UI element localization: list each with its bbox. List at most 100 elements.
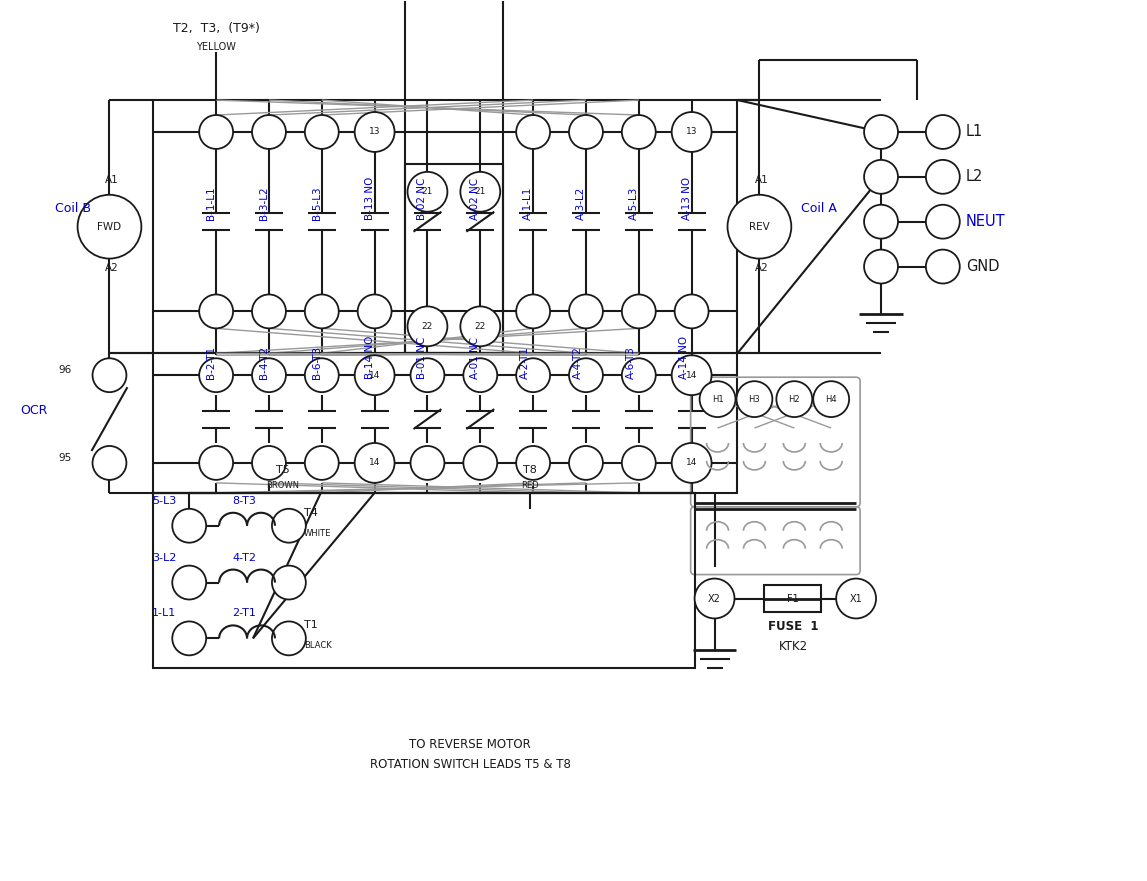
Circle shape bbox=[172, 509, 206, 543]
Circle shape bbox=[777, 381, 812, 417]
Circle shape bbox=[672, 443, 711, 483]
Text: A-2-T1: A-2-T1 bbox=[520, 346, 530, 379]
Circle shape bbox=[305, 294, 338, 329]
Circle shape bbox=[516, 294, 551, 329]
Circle shape bbox=[569, 446, 603, 480]
Circle shape bbox=[926, 204, 960, 239]
Text: Coil A: Coil A bbox=[802, 202, 837, 215]
Circle shape bbox=[864, 249, 898, 284]
Text: A2: A2 bbox=[104, 263, 118, 272]
Circle shape bbox=[200, 294, 233, 329]
Text: YELLOW: YELLOW bbox=[196, 42, 236, 52]
Text: B-4-T2: B-4-T2 bbox=[259, 346, 268, 379]
Circle shape bbox=[200, 446, 233, 480]
Text: 13: 13 bbox=[686, 128, 697, 137]
Text: 21: 21 bbox=[422, 188, 434, 196]
Circle shape bbox=[926, 249, 960, 284]
Text: B-6-T3: B-6-T3 bbox=[312, 346, 322, 379]
Circle shape bbox=[200, 115, 233, 149]
Circle shape bbox=[460, 172, 500, 211]
Text: B-02 NC: B-02 NC bbox=[418, 177, 428, 219]
Circle shape bbox=[864, 159, 898, 194]
Text: B-13 NO: B-13 NO bbox=[365, 176, 375, 219]
Circle shape bbox=[736, 381, 772, 417]
Text: 95: 95 bbox=[58, 453, 71, 463]
Text: L2: L2 bbox=[966, 169, 983, 184]
Circle shape bbox=[622, 359, 656, 392]
Circle shape bbox=[695, 579, 734, 618]
Text: 2-T1: 2-T1 bbox=[232, 609, 256, 618]
Bar bbox=[405, 164, 504, 353]
Text: T2,  T3,  (T9*): T2, T3, (T9*) bbox=[173, 22, 259, 35]
Text: L1: L1 bbox=[966, 124, 983, 139]
Text: H2: H2 bbox=[788, 395, 801, 403]
Bar bbox=[154, 100, 738, 353]
Text: 14: 14 bbox=[369, 458, 381, 468]
Circle shape bbox=[674, 294, 709, 329]
Text: GND: GND bbox=[966, 259, 999, 274]
Circle shape bbox=[252, 294, 286, 329]
Text: B-2-T1: B-2-T1 bbox=[206, 346, 216, 379]
Bar bbox=[154, 492, 695, 669]
Circle shape bbox=[252, 359, 286, 392]
Text: A-5-L3: A-5-L3 bbox=[629, 186, 639, 219]
Circle shape bbox=[252, 446, 286, 480]
Circle shape bbox=[460, 307, 500, 346]
Circle shape bbox=[354, 443, 395, 483]
Circle shape bbox=[622, 446, 656, 480]
Circle shape bbox=[78, 195, 141, 259]
Circle shape bbox=[272, 566, 306, 599]
Circle shape bbox=[700, 381, 735, 417]
Text: Coil B: Coil B bbox=[55, 202, 91, 215]
Circle shape bbox=[516, 115, 551, 149]
Text: REV: REV bbox=[749, 222, 770, 232]
Circle shape bbox=[672, 112, 711, 152]
Circle shape bbox=[813, 381, 849, 417]
Circle shape bbox=[172, 621, 206, 655]
Text: BLACK: BLACK bbox=[304, 641, 331, 650]
Text: A-13 NO: A-13 NO bbox=[681, 176, 692, 219]
Text: RED: RED bbox=[522, 481, 539, 490]
Circle shape bbox=[727, 195, 791, 259]
Bar bbox=[405, 0, 504, 353]
Text: 14: 14 bbox=[686, 458, 697, 468]
Circle shape bbox=[354, 355, 395, 396]
Text: 4-T2: 4-T2 bbox=[232, 552, 256, 563]
Text: A1: A1 bbox=[755, 174, 768, 185]
Text: A-01 NC: A-01 NC bbox=[470, 337, 481, 379]
Circle shape bbox=[411, 446, 444, 480]
Circle shape bbox=[516, 446, 551, 480]
Text: A-6-T3: A-6-T3 bbox=[626, 346, 635, 379]
Text: WHITE: WHITE bbox=[304, 529, 331, 537]
FancyBboxPatch shape bbox=[764, 585, 821, 612]
Circle shape bbox=[411, 359, 444, 392]
Text: 14: 14 bbox=[369, 371, 381, 380]
Circle shape bbox=[252, 115, 286, 149]
Text: FUSE  1: FUSE 1 bbox=[768, 620, 819, 633]
Circle shape bbox=[305, 115, 338, 149]
Text: H1: H1 bbox=[712, 395, 724, 403]
Circle shape bbox=[569, 359, 603, 392]
Text: 13: 13 bbox=[369, 128, 381, 137]
Text: BROWN: BROWN bbox=[266, 481, 299, 490]
Text: B-1-L1: B-1-L1 bbox=[206, 186, 216, 219]
Text: H3: H3 bbox=[749, 395, 760, 403]
Circle shape bbox=[172, 566, 206, 599]
Text: A1: A1 bbox=[104, 174, 118, 185]
Circle shape bbox=[569, 115, 603, 149]
Text: OCR: OCR bbox=[21, 404, 48, 417]
Text: 1-L1: 1-L1 bbox=[153, 609, 177, 618]
Circle shape bbox=[305, 359, 338, 392]
Text: 14: 14 bbox=[686, 371, 697, 380]
Circle shape bbox=[926, 159, 960, 194]
Text: TO REVERSE MOTOR: TO REVERSE MOTOR bbox=[409, 738, 531, 751]
Text: NEUT: NEUT bbox=[966, 214, 1006, 229]
Circle shape bbox=[622, 115, 656, 149]
Circle shape bbox=[864, 204, 898, 239]
Text: 96: 96 bbox=[58, 366, 71, 375]
Circle shape bbox=[463, 446, 498, 480]
Circle shape bbox=[926, 115, 960, 149]
Text: 8-T3: 8-T3 bbox=[232, 496, 256, 506]
Text: T4: T4 bbox=[304, 507, 318, 518]
Text: A-14 NO: A-14 NO bbox=[679, 336, 688, 379]
